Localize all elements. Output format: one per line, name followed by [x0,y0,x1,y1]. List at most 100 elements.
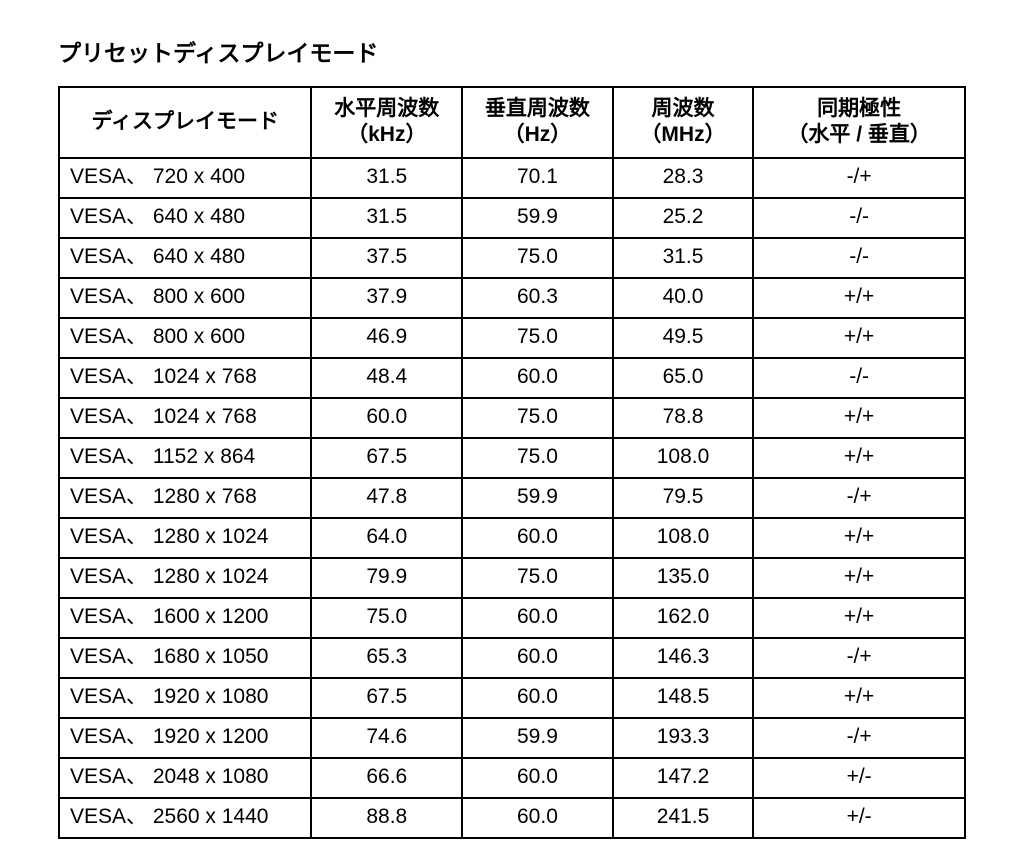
cell-mode: VESA、 1024 x 768 [59,358,311,398]
cell-mode: VESA、 1280 x 768 [59,478,311,518]
table-row: VESA、 800 x 60046.975.049.5+/+ [59,318,965,358]
cell-freq: 49.5 [613,318,753,358]
cell-hfreq: 75.0 [311,598,462,638]
table-row: VESA、 640 x 48031.559.925.2-/- [59,198,965,238]
cell-hfreq: 64.0 [311,518,462,558]
cell-sync: +/- [753,758,965,798]
cell-hfreq: 88.8 [311,798,462,838]
cell-hfreq: 79.9 [311,558,462,598]
document-page: プリセットディスプレイモード ディスプレイモード 水平周波数 （kHz） 垂直周… [0,0,1024,839]
cell-sync: +/+ [753,318,965,358]
cell-hfreq: 65.3 [311,638,462,678]
cell-vfreq: 75.0 [462,318,613,358]
cell-hfreq: 66.6 [311,758,462,798]
col-header-sync: 同期極性 （水平 / 垂直） [753,87,965,158]
cell-vfreq: 75.0 [462,238,613,278]
col-header-mode: ディスプレイモード [59,87,311,158]
col-header-sync-l2: （水平 / 垂直） [787,123,931,146]
table-row: VESA、 1280 x 76847.859.979.5-/+ [59,478,965,518]
cell-sync: +/+ [753,558,965,598]
table-row: VESA、 800 x 60037.960.340.0+/+ [59,278,965,318]
cell-vfreq: 60.0 [462,758,613,798]
cell-sync: +/+ [753,518,965,558]
cell-vfreq: 70.1 [462,158,613,198]
cell-freq: 79.5 [613,478,753,518]
col-header-sync-l1: 同期極性 [817,97,901,120]
display-modes-table: ディスプレイモード 水平周波数 （kHz） 垂直周波数 （Hz） 周波数 （MH… [58,86,966,839]
cell-mode: VESA、 640 x 480 [59,238,311,278]
cell-vfreq: 75.0 [462,398,613,438]
cell-hfreq: 47.8 [311,478,462,518]
cell-hfreq: 60.0 [311,398,462,438]
col-header-freq: 周波数 （MHz） [613,87,753,158]
cell-mode: VESA、 2048 x 1080 [59,758,311,798]
cell-vfreq: 60.0 [462,798,613,838]
cell-hfreq: 37.5 [311,238,462,278]
cell-mode: VESA、 800 x 600 [59,318,311,358]
cell-vfreq: 60.0 [462,518,613,558]
cell-vfreq: 59.9 [462,718,613,758]
cell-sync: -/+ [753,158,965,198]
col-header-hfreq-l2: （kHz） [347,123,426,146]
table-row: VESA、 1024 x 76860.075.078.8+/+ [59,398,965,438]
cell-hfreq: 31.5 [311,198,462,238]
cell-hfreq: 37.9 [311,278,462,318]
cell-vfreq: 60.0 [462,598,613,638]
cell-freq: 193.3 [613,718,753,758]
cell-sync: -/+ [753,718,965,758]
table-row: VESA、 2560 x 144088.860.0241.5+/- [59,798,965,838]
table-row: VESA、 1920 x 108067.560.0148.5+/+ [59,678,965,718]
cell-freq: 162.0 [613,598,753,638]
cell-mode: VESA、 2560 x 1440 [59,798,311,838]
table-header: ディスプレイモード 水平周波数 （kHz） 垂直周波数 （Hz） 周波数 （MH… [59,87,965,158]
table-body: VESA、 720 x 40031.570.128.3-/+VESA、 640 … [59,158,965,838]
cell-hfreq: 74.6 [311,718,462,758]
cell-mode: VESA、 1920 x 1200 [59,718,311,758]
cell-mode: VESA、 800 x 600 [59,278,311,318]
table-row: VESA、 1280 x 102479.975.0135.0+/+ [59,558,965,598]
cell-mode: VESA、 1680 x 1050 [59,638,311,678]
cell-mode: VESA、 1920 x 1080 [59,678,311,718]
cell-vfreq: 75.0 [462,558,613,598]
table-row: VESA、 1920 x 120074.659.9193.3-/+ [59,718,965,758]
cell-freq: 146.3 [613,638,753,678]
cell-sync: -/+ [753,478,965,518]
col-header-vfreq: 垂直周波数 （Hz） [462,87,613,158]
col-header-vfreq-l1: 垂直周波数 [485,97,590,120]
cell-sync: -/- [753,198,965,238]
cell-vfreq: 60.3 [462,278,613,318]
col-header-hfreq: 水平周波数 （kHz） [311,87,462,158]
cell-sync: -/- [753,238,965,278]
cell-freq: 28.3 [613,158,753,198]
cell-sync: -/+ [753,638,965,678]
table-row: VESA、 640 x 48037.575.031.5-/- [59,238,965,278]
table-row: VESA、 720 x 40031.570.128.3-/+ [59,158,965,198]
cell-hfreq: 48.4 [311,358,462,398]
cell-freq: 108.0 [613,438,753,478]
cell-sync: +/+ [753,598,965,638]
cell-sync: +/- [753,798,965,838]
cell-mode: VESA、 1024 x 768 [59,398,311,438]
cell-vfreq: 59.9 [462,198,613,238]
table-row: VESA、 1280 x 102464.060.0108.0+/+ [59,518,965,558]
cell-sync: +/+ [753,278,965,318]
cell-freq: 148.5 [613,678,753,718]
cell-sync: +/+ [753,398,965,438]
cell-freq: 25.2 [613,198,753,238]
cell-mode: VESA、 720 x 400 [59,158,311,198]
cell-vfreq: 60.0 [462,358,613,398]
cell-freq: 78.8 [613,398,753,438]
cell-sync: +/+ [753,438,965,478]
table-row: VESA、 1600 x 120075.060.0162.0+/+ [59,598,965,638]
cell-hfreq: 46.9 [311,318,462,358]
col-header-freq-l1: 周波数 [652,97,715,120]
cell-freq: 40.0 [613,278,753,318]
cell-freq: 65.0 [613,358,753,398]
cell-sync: +/+ [753,678,965,718]
cell-freq: 241.5 [613,798,753,838]
cell-vfreq: 60.0 [462,638,613,678]
cell-mode: VESA、 640 x 480 [59,198,311,238]
cell-freq: 147.2 [613,758,753,798]
cell-vfreq: 75.0 [462,438,613,478]
table-row: VESA、 1680 x 105065.360.0146.3-/+ [59,638,965,678]
